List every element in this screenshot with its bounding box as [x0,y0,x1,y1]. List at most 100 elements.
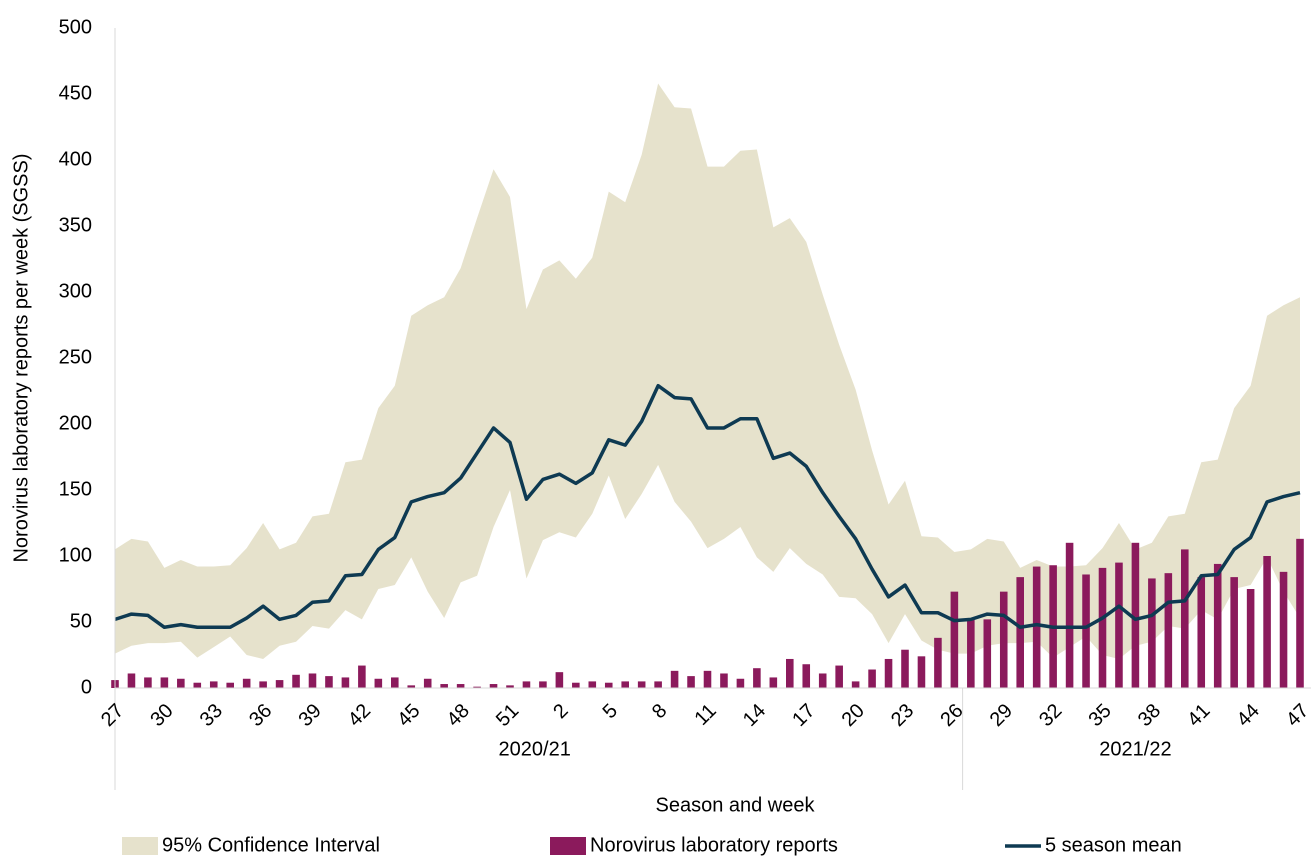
x-tick-label: 44 [1233,700,1264,731]
bar [1181,549,1189,688]
x-tick-label: 47 [1282,700,1311,731]
bar [604,682,613,688]
y-tick-label: 250 [59,346,92,368]
bar [1032,566,1041,688]
bar [818,673,827,688]
bar [868,669,876,688]
bar [1115,562,1123,688]
bar [1263,556,1271,688]
bar [144,677,152,688]
bar [588,681,597,688]
x-tick-label: 32 [1035,700,1066,731]
bar [736,678,745,688]
bar [308,673,317,688]
x-axis-title: Season and week [655,794,815,816]
bar [654,681,662,688]
y-tick-label: 350 [59,214,92,236]
x-tick-label: 33 [196,700,227,731]
x-tick-label: 29 [986,700,1017,731]
bar [1131,542,1140,688]
bar [473,686,481,688]
bar [209,681,218,688]
bar [555,672,564,688]
bar [1213,563,1222,688]
bar [160,677,169,688]
x-tick-label: 45 [393,700,424,731]
confidence-band [115,83,1300,659]
bar [539,681,547,688]
legend-label: 5 season mean [1045,834,1182,856]
x-tick-label: 17 [788,700,819,731]
bar [1164,573,1173,688]
bar [621,681,629,688]
bar [1016,577,1024,688]
bar [1065,542,1074,688]
bar [917,656,926,688]
x-tick-label: 2 [549,700,572,723]
bar [1296,538,1304,688]
bar [884,658,893,688]
bar [226,682,234,688]
bar [242,678,251,688]
bar [670,670,679,688]
x-tick-label: 11 [691,700,721,730]
x-tick-label: 39 [294,700,325,731]
bar [802,664,811,688]
bar [703,670,712,688]
y-tick-label: 300 [59,280,92,302]
bar [440,684,448,688]
mean-line [114,383,1301,630]
legend-label: Norovirus laboratory reports [590,834,838,856]
x-tick-label: 48 [443,700,474,731]
x-tick-label: 42 [344,700,375,731]
bar [753,668,761,688]
bar [325,676,333,688]
x-tick-label: 14 [739,700,770,731]
bar [1148,578,1156,688]
bar [193,682,202,688]
bar [1246,589,1255,688]
bar [637,681,646,688]
y-tick-label: 500 [59,16,92,38]
bar [786,658,794,688]
legend-swatch [550,837,586,855]
x-tick-label: 36 [245,700,276,731]
bar [456,684,465,688]
x-tick-label: 51 [492,700,523,731]
group-label: 2021/22 [1099,738,1171,760]
y-tick-label: 400 [59,148,92,170]
bar [275,680,284,688]
bar [687,676,695,688]
x-tick-label: 41 [1183,700,1214,731]
bar [999,591,1008,688]
y-tick-label: 100 [59,544,92,566]
bar [506,685,514,688]
x-tick-label: 8 [648,700,671,723]
legend-swatch [122,837,158,855]
bar [522,681,531,688]
bar [1230,577,1238,688]
bar [1197,577,1206,688]
bar [835,665,843,688]
bar [1098,567,1107,688]
bar [572,682,580,688]
bar [950,591,959,688]
x-tick-label: 27 [97,700,128,731]
y-tick-label: 0 [81,676,92,698]
x-tick-label: 38 [1134,700,1165,731]
x-tick-label: 20 [838,700,869,731]
bar [292,674,300,688]
bar [423,678,432,688]
y-tick-label: 150 [59,478,92,500]
bar [1279,571,1288,688]
bar [489,684,498,688]
x-tick-label: 23 [887,700,918,731]
bar [259,681,267,688]
y-tick-label: 50 [70,610,92,632]
bar [983,619,992,688]
bar [407,685,416,688]
bar [851,681,860,688]
x-tick-label: 5 [599,700,622,723]
bar [720,673,728,688]
